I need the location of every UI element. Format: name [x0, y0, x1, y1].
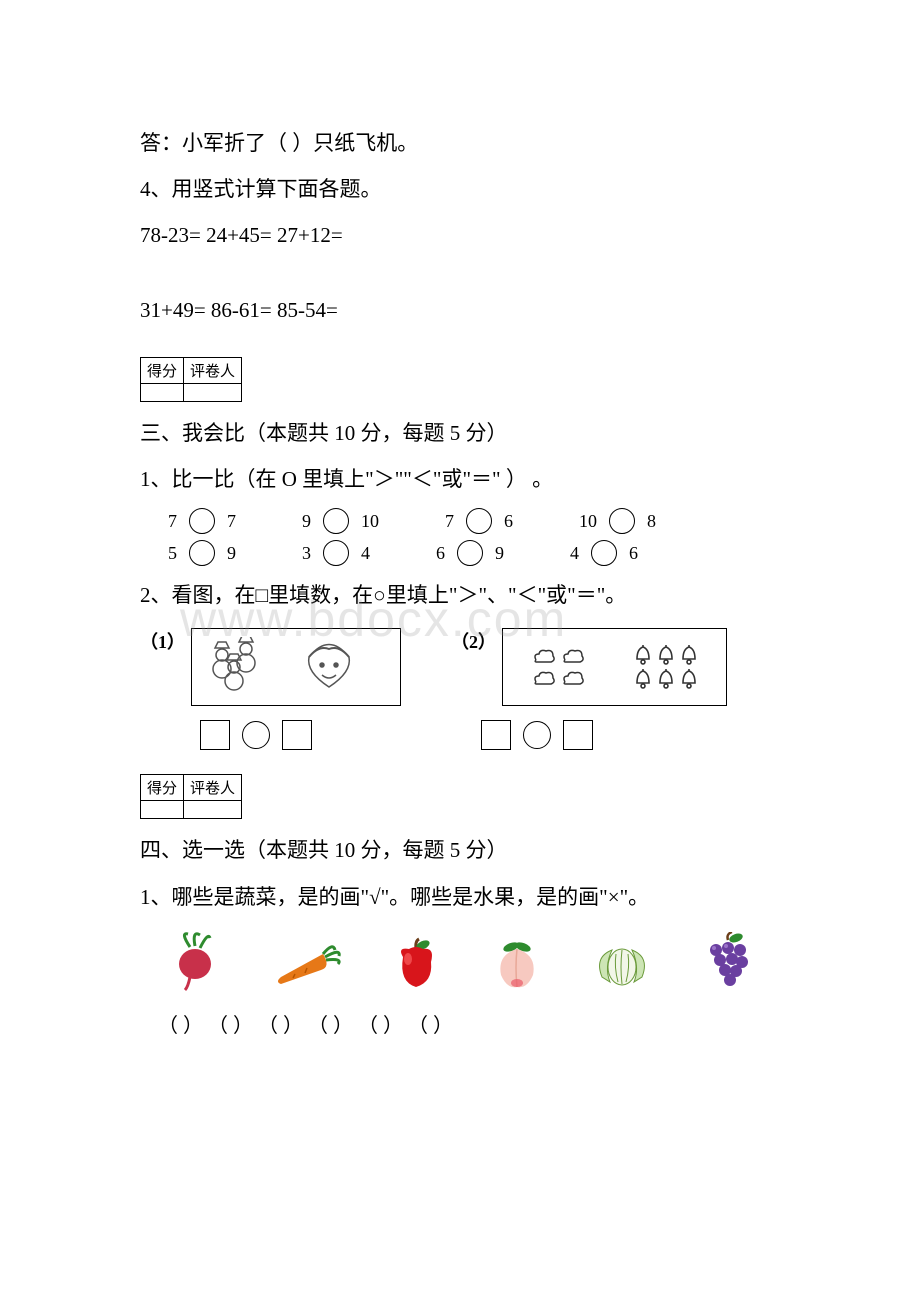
- compare-circle[interactable]: [591, 540, 617, 566]
- pic-block-2: （2）: [451, 628, 727, 750]
- s3q2-text: 2、看图，在□里填数，在○里填上"＞"、"＜"或"＝"。: [140, 572, 780, 618]
- score-cell[interactable]: [141, 801, 184, 819]
- pic-frame-2: [502, 628, 727, 706]
- q4-row1: 78-23= 24+45= 27+12=: [140, 212, 780, 258]
- compare-circle[interactable]: [609, 508, 635, 534]
- veg-fruit-row: [140, 932, 780, 997]
- score-cell[interactable]: [141, 383, 184, 401]
- answer-row-1: [200, 720, 401, 750]
- cmp-item: 76: [445, 508, 513, 534]
- compare-circle[interactable]: [323, 540, 349, 566]
- score-header-grader: 评卷人: [184, 357, 242, 383]
- compare-circle[interactable]: [189, 508, 215, 534]
- cmp-item: 34: [302, 540, 370, 566]
- bell-icons: [633, 644, 699, 690]
- picture-compare-row: （1）: [140, 628, 780, 750]
- compare-circle[interactable]: [457, 540, 483, 566]
- score-table: 得分 评卷人: [140, 774, 242, 819]
- score-header-score: 得分: [141, 775, 184, 801]
- peach-icon: [489, 937, 544, 997]
- cabbage-icon: [592, 942, 652, 997]
- s4q1-text: 1、哪些是蔬菜，是的画"√"。哪些是水果，是的画"×"。: [140, 874, 780, 920]
- score-table: 得分 评卷人: [140, 357, 242, 402]
- cmp-item: 910: [302, 508, 379, 534]
- answer-fill-line: 答：小军折了（ ）只纸飞机。: [140, 120, 780, 166]
- q4-row2: 31+49= 86-61= 85-54=: [140, 287, 780, 333]
- grader-cell[interactable]: [184, 383, 242, 401]
- fill-square[interactable]: [200, 720, 230, 750]
- section3-title: 三、我会比（本题共 10 分，每题 5 分）: [140, 410, 780, 456]
- grapes-icon: [700, 932, 755, 997]
- radish-icon: [170, 932, 225, 997]
- blank-space: [140, 259, 780, 287]
- grader-cell[interactable]: [184, 801, 242, 819]
- compare-circle[interactable]: [466, 508, 492, 534]
- section4-title: 四、选一选（本题共 10 分，每题 5 分）: [140, 827, 780, 873]
- compare-circle[interactable]: [189, 540, 215, 566]
- fill-circle[interactable]: [523, 721, 551, 749]
- score-header-score: 得分: [141, 357, 184, 383]
- fill-square[interactable]: [563, 720, 593, 750]
- cmp-item: 59: [168, 540, 236, 566]
- compare-circle[interactable]: [323, 508, 349, 534]
- fill-circle[interactable]: [242, 721, 270, 749]
- q4-title: 4、用竖式计算下面各题。: [140, 166, 780, 212]
- carrot-icon: [273, 942, 343, 997]
- apple-icon: [391, 937, 441, 997]
- answer-row-2: [481, 720, 727, 750]
- cmp-item: 108: [579, 508, 656, 534]
- cloud-icons: [531, 646, 586, 688]
- child-face-icon: [304, 637, 354, 697]
- fill-square[interactable]: [282, 720, 312, 750]
- snowmen-icon: [202, 637, 292, 697]
- pic-label-1: （1）: [140, 628, 185, 654]
- pic-label-2: （2）: [451, 628, 496, 654]
- s3q1-text: 1、比一比（在 O 里填上"＞""＜"或"＝" ） 。: [140, 456, 780, 502]
- fill-square[interactable]: [481, 720, 511, 750]
- compare-row-2: 59 34 69 46: [140, 540, 780, 566]
- cmp-item: 77: [168, 508, 236, 534]
- score-header-grader: 评卷人: [184, 775, 242, 801]
- paren-answer-row[interactable]: （ ） （ ） （ ） （ ） （ ） （ ）: [140, 1009, 780, 1038]
- cmp-item: 46: [570, 540, 638, 566]
- pic-frame-1: [191, 628, 401, 706]
- pic-block-1: （1）: [140, 628, 401, 750]
- compare-row-1: 77 910 76 108: [140, 508, 780, 534]
- cmp-item: 69: [436, 540, 504, 566]
